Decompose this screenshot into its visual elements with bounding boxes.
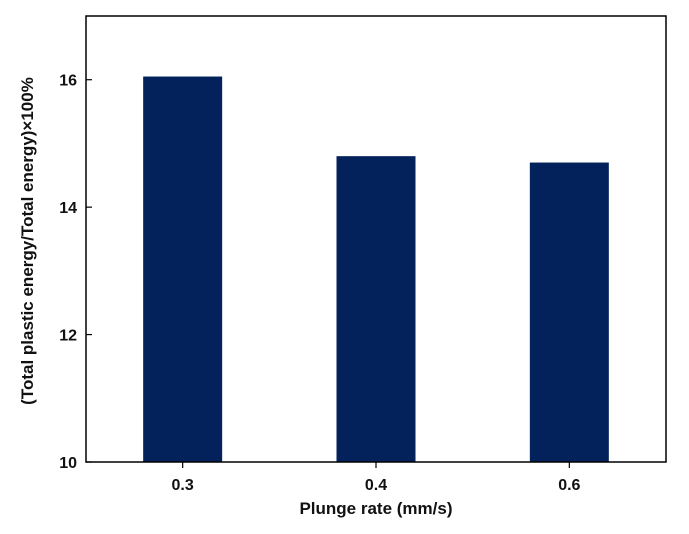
x-axis: 0.3 0.4 0.6	[172, 462, 581, 494]
x-tick-label: 0.6	[558, 477, 580, 494]
y-tick-label: 14	[59, 200, 77, 217]
bar-0.3	[143, 76, 223, 463]
bar-0.4	[336, 156, 416, 462]
y-axis: 10 12 14 16	[59, 73, 92, 472]
x-tick-label: 0.4	[365, 477, 387, 494]
y-tick-label: 16	[59, 73, 77, 90]
y-tick-label: 12	[59, 328, 77, 345]
y-tick-label: 10	[59, 455, 77, 472]
bar-0.6	[529, 162, 609, 463]
bars-group	[143, 76, 609, 463]
x-tick-label: 0.3	[172, 477, 194, 494]
y-axis-title: (Total plastic energy/Total energy)×100%	[18, 77, 37, 405]
x-axis-title: Plunge rate (mm/s)	[299, 499, 452, 518]
